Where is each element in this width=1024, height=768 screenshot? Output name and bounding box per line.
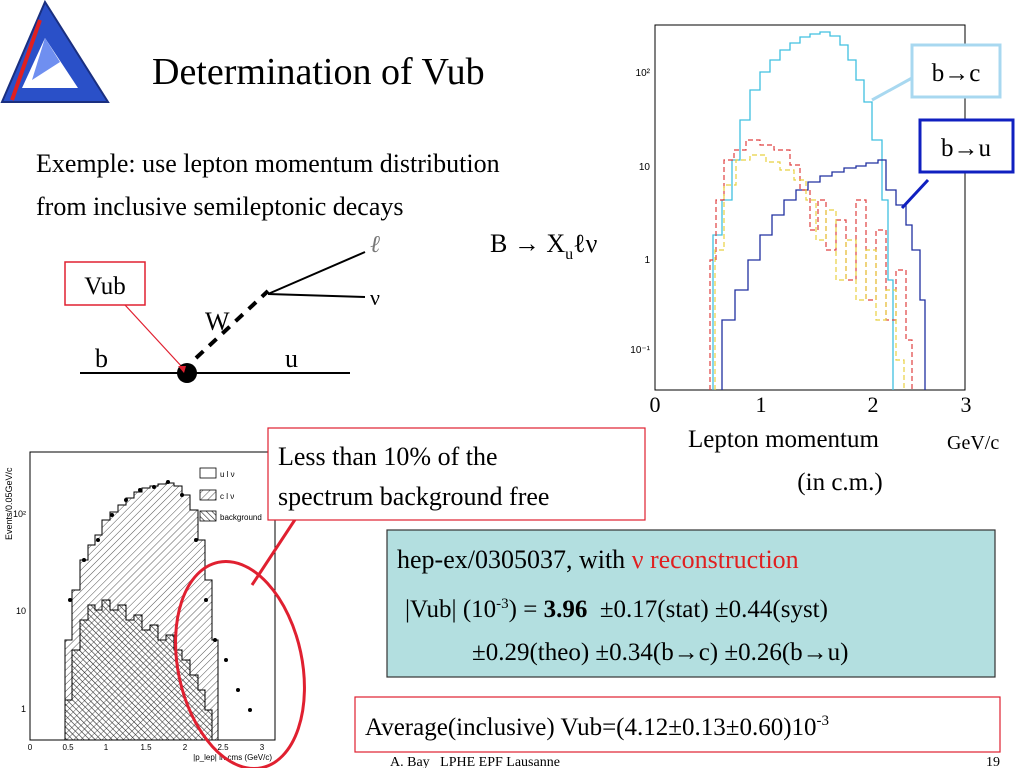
average-box	[354, 696, 1001, 753]
result-text: |Vub| (10	[405, 596, 496, 623]
y-tick-label: 10²	[636, 68, 651, 79]
y-tick-label: 10	[16, 606, 26, 616]
x-tick-label: 1.5	[140, 743, 152, 752]
y-tick-label: 10⁻¹	[630, 345, 650, 356]
result-box	[386, 529, 996, 678]
x-tick-label: 0.5	[62, 743, 74, 752]
x-axis-label: (in c.m.)	[797, 469, 882, 496]
result-line: ±0.29(theo) ±0.34(b→c) ±0.26(b→u)	[472, 639, 849, 666]
footer-author: A. Bay LPHE EPF Lausanne	[390, 755, 560, 768]
callout-line: Less than 10% of the	[278, 442, 498, 471]
decay-main: B → X	[490, 229, 565, 258]
neutrino-label: ν	[370, 285, 380, 310]
ref-text: hep-ex/0305037, with	[397, 545, 632, 574]
x-tick-label: 3	[961, 392, 972, 417]
legend-entry: u l ν	[220, 470, 235, 479]
y-tick-label: 1	[21, 704, 26, 714]
result-ref: hep-ex/0305037, with ν reconstruction	[397, 545, 799, 574]
vub-label: Vub	[84, 273, 126, 300]
x-tick-label: 1	[756, 392, 767, 417]
x-tick-label: 2.5	[217, 743, 229, 752]
legend-entry: background	[220, 513, 262, 522]
decay-rest: ℓν	[573, 229, 597, 258]
y-tick-label: 1	[644, 255, 650, 266]
slide-title: Determination of Vub	[152, 51, 485, 93]
bottom-plot: Events/0.05GeV/c 10² 10 1 0 0.5 1 1.5 2 …	[4, 451, 306, 768]
x-axis-unit: GeV/c	[947, 432, 999, 454]
result-value: 3.96	[544, 596, 588, 623]
footer-page: 19	[986, 755, 1000, 768]
y-tick-label: 10²	[13, 509, 26, 519]
ref-highlight: ν reconstruction	[632, 545, 799, 574]
intro-line: Exemple: use lepton momentum distributio…	[36, 149, 500, 178]
callout-pointer	[250, 511, 302, 586]
average-exp: -3	[817, 713, 830, 729]
average-text: Average(inclusive) Vub=(4.12±0.13±0.60)1…	[365, 714, 817, 741]
y-axis-label: Events/0.05GeV/c	[4, 467, 14, 540]
logo	[0, 0, 110, 103]
background-histogram	[64, 599, 213, 741]
result-exp: -3	[496, 596, 509, 612]
legend-entry: c l ν	[220, 492, 234, 501]
x-tick-label: 1	[104, 743, 109, 752]
y-tick-label: 10	[639, 162, 651, 173]
intro-line: from inclusive semileptonic decays	[36, 192, 404, 221]
callout-line: spectrum background free	[278, 482, 549, 511]
legend-entry: b→u	[941, 135, 992, 162]
x-tick-label: 0	[650, 392, 661, 417]
lepton-label: ℓ	[370, 232, 380, 258]
x-tick-label: 3	[260, 743, 265, 752]
decay-sub: u	[565, 246, 573, 263]
x-tick-label: 2	[183, 743, 188, 752]
bu-histogram	[721, 159, 926, 390]
average-line: Average(inclusive) Vub=(4.12±0.13±0.60)1…	[365, 713, 829, 741]
result-text: ±0.17(stat) ±0.44(syst)	[587, 596, 828, 623]
decay-formula: B → Xuℓν	[490, 229, 598, 263]
callout-box	[267, 427, 646, 521]
w-label: W	[205, 307, 230, 336]
x-tick-label: 2	[868, 392, 879, 417]
u-label: u	[285, 344, 298, 373]
top-plot: 10² 10 1 10⁻¹ 0 1 2 3 Lepton momentum Ge…	[630, 24, 1015, 496]
data-points	[68, 480, 252, 712]
legend-entry: b→c	[932, 60, 981, 87]
result-line: |Vub| (10-3) = 3.96 ±0.17(stat) ±0.44(sy…	[405, 596, 828, 623]
decay-diagram: Vub ℓ ν W b u	[64, 232, 380, 383]
x-axis-label: Lepton momentum	[688, 426, 879, 453]
legend-box	[918, 118, 1015, 174]
b-label: b	[95, 344, 108, 373]
legend-pointer	[871, 76, 913, 102]
x-axis-label: |p_lep| in cms (GeV/c)	[193, 753, 272, 762]
legend-box	[910, 43, 1002, 99]
x-tick-label: 0	[28, 743, 33, 752]
bg-histogram-yellow	[714, 154, 905, 390]
legend-pointer	[900, 178, 930, 210]
result-text: ) =	[509, 596, 544, 623]
bc-histogram	[712, 31, 894, 390]
